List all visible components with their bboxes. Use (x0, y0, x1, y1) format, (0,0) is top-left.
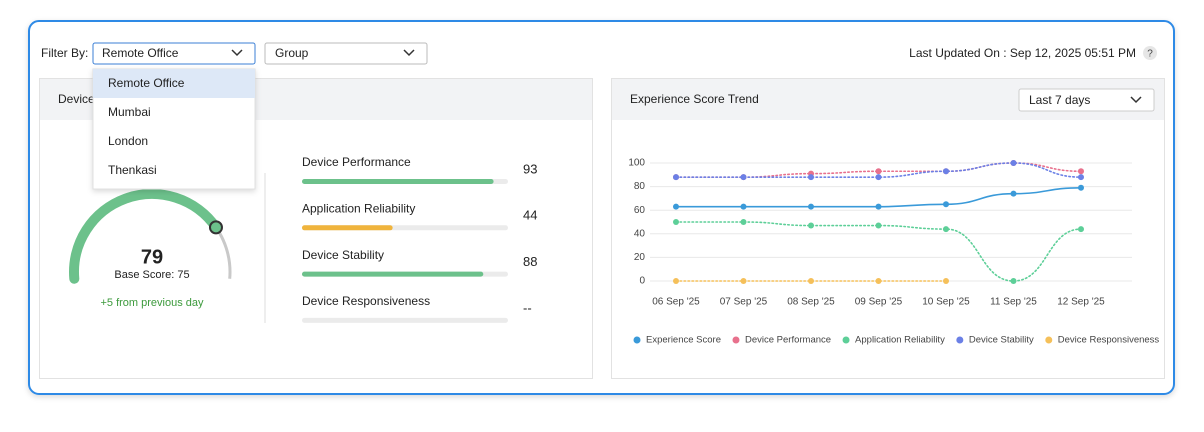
x-tick-label: 12 Sep '25 (1057, 297, 1105, 308)
metric-name: Device Performance (302, 155, 411, 169)
location-dropdown: Remote Office Mumbai London Thenkasi (92, 68, 256, 190)
base-score: Base Score: 75 (114, 269, 189, 281)
legend-marker (732, 336, 740, 344)
group-select[interactable] (264, 42, 428, 65)
series-point (740, 174, 747, 181)
series-point (673, 174, 679, 181)
x-tick-label: 09 Sep '25 (855, 297, 903, 308)
metric-bar (302, 179, 494, 184)
base-score-label: Base Score: (114, 269, 174, 281)
series-point (740, 278, 747, 284)
series-point (1010, 160, 1017, 166)
y-tick-label: 20 (634, 252, 646, 263)
metric-track (302, 317, 508, 323)
metric-value: 93 (523, 161, 537, 176)
legend-marker (842, 336, 850, 344)
legend-marker (956, 336, 964, 344)
series-point (875, 278, 882, 284)
help-icon[interactable] (1143, 46, 1157, 60)
dropdown-option[interactable]: Remote Office (108, 76, 185, 90)
legend-marker (1045, 336, 1053, 344)
series-point (740, 203, 747, 210)
series-point (1010, 278, 1017, 284)
period-select-text[interactable]: Last 7 days (1029, 93, 1090, 107)
location-select[interactable] (92, 42, 256, 65)
series-point (875, 174, 882, 181)
base-score-value: 75 (177, 269, 189, 281)
y-tick-label: 100 (628, 158, 645, 169)
last-updated: Last Updated On : Sep 12, 2025 05:51 PM (909, 46, 1136, 60)
series-point (943, 226, 949, 233)
series-point (808, 174, 814, 181)
series-point (875, 203, 882, 210)
series-point (943, 201, 949, 208)
chevron (231, 49, 243, 57)
series-point (875, 168, 882, 175)
group-select-text[interactable]: Group (275, 46, 309, 60)
legend-label[interactable]: Experience Score (646, 335, 721, 346)
series-point (673, 278, 679, 284)
legend-label[interactable]: Application Reliability (855, 335, 945, 346)
metric-value: 88 (523, 254, 537, 269)
series-point (1078, 174, 1084, 181)
gauge-knob (208, 220, 223, 235)
dropdown-option[interactable]: Thenkasi (108, 163, 157, 177)
x-tick-label: 07 Sep '25 (720, 297, 768, 308)
metric-name: Application Reliability (302, 201, 415, 215)
legend-label[interactable]: Device Stability (969, 335, 1034, 346)
legend-label[interactable]: Device Performance (745, 335, 831, 346)
metric-name: Device Responsiveness (302, 294, 430, 308)
y-tick-label: 40 (634, 228, 646, 239)
y-tick-label: 80 (634, 181, 646, 192)
legend-label[interactable]: Device Responsiveness (1058, 335, 1160, 346)
trend-card (611, 78, 1165, 379)
y-tick-label: 60 (634, 205, 646, 216)
x-tick-label: 06 Sep '25 (652, 297, 700, 308)
gauge-score: 79 (141, 246, 163, 268)
filter-label: Filter By: (41, 46, 88, 60)
metric-value: -- (523, 300, 532, 315)
series-point (1078, 226, 1084, 233)
trend-chart: 0 20 40 60 80 100 06 Sep '25 07 Sep '25 08 Sep '… (628, 158, 1159, 346)
series-point (808, 222, 814, 229)
series-point (740, 219, 747, 225)
metric-bar (302, 271, 484, 277)
series-point (875, 222, 882, 229)
chart-title: Experience Score Trend (630, 92, 759, 106)
legend-marker (633, 336, 641, 344)
series-point (943, 278, 949, 284)
series-point (673, 219, 679, 225)
series-point (673, 203, 679, 210)
dropdown-option[interactable]: Mumbai (108, 105, 151, 119)
x-tick-label: 08 Sep '25 (787, 297, 835, 308)
help-text[interactable]: ? (1147, 49, 1153, 60)
series-point (1010, 190, 1017, 197)
series-point (943, 168, 949, 175)
y-tick-label: 0 (639, 276, 645, 287)
metric-value: 44 (523, 208, 537, 223)
metric-name: Device Stability (302, 248, 384, 262)
gauge-value (69, 189, 221, 284)
series-point (808, 203, 814, 210)
series-point (1078, 184, 1084, 191)
location-select-text[interactable]: Remote Office (102, 46, 179, 60)
dropdown-option[interactable]: London (108, 134, 148, 148)
series-point (1078, 168, 1084, 175)
card-title: Device (58, 92, 95, 106)
selected-option-bg (93, 69, 255, 98)
x-tick-label: 11 Sep '25 (990, 297, 1037, 308)
x-tick-label: 10 Sep '25 (922, 297, 970, 308)
chevron (403, 49, 415, 57)
chevron (1130, 96, 1142, 104)
period-select[interactable] (1018, 88, 1155, 112)
metric-bar (302, 225, 393, 231)
series-point (808, 278, 814, 284)
score-change: +5 from previous day (100, 297, 204, 309)
